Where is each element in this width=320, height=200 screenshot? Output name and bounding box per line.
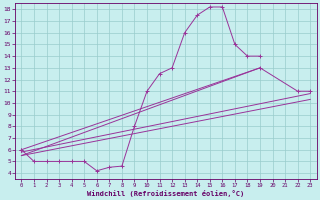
X-axis label: Windchill (Refroidissement éolien,°C): Windchill (Refroidissement éolien,°C): [87, 190, 244, 197]
